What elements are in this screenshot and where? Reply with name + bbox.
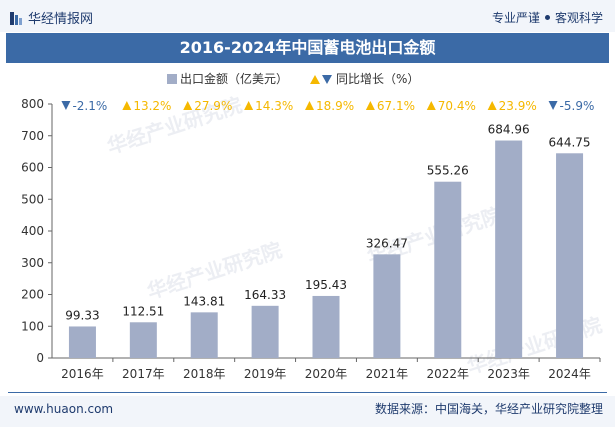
y-tick-label-3: 300 xyxy=(21,256,44,270)
footer-source: 数据来源：中国海关，华经产业研究院整理 xyxy=(374,402,603,416)
x-tick-label-1: 2017年 xyxy=(122,367,165,381)
bar-4 xyxy=(312,295,340,358)
y-tick-label-0: 0 xyxy=(36,351,44,365)
y-tick-label-1: 100 xyxy=(21,319,44,333)
bar-value-label-6: 555.26 xyxy=(427,164,469,178)
bar-value-label-1: 112.51 xyxy=(122,304,164,318)
top-bar: 华经情报网 专业严谨 客观科学 xyxy=(0,0,615,32)
logo-icon xyxy=(10,12,22,25)
x-tick-label-0: 2016年 xyxy=(61,367,104,381)
x-tick-label-4: 2020年 xyxy=(305,367,348,381)
tagline: 专业严谨 客观科学 xyxy=(492,9,603,26)
dot-icon xyxy=(544,15,550,20)
growth-up-triangle-icon-2 xyxy=(183,101,193,110)
legend-down-triangle-icon xyxy=(322,75,332,84)
y-tick-label-6: 600 xyxy=(21,161,44,175)
growth-up-triangle-icon-3 xyxy=(244,101,254,110)
growth-label-7: 23.9% xyxy=(499,99,537,113)
bar-chart: 华经产业研究院华经产业研究院华经产业研究院华经产业研究院出口金额（亿美元）同比增… xyxy=(21,71,605,381)
x-tick-label-5: 2021年 xyxy=(366,367,409,381)
footer-url: www.huaon.com xyxy=(14,402,114,416)
legend-label-growth: 同比增长（%） xyxy=(336,72,419,86)
bar-value-label-8: 644.75 xyxy=(549,135,591,149)
legend-up-triangle-icon xyxy=(310,75,320,84)
bar-6 xyxy=(434,181,462,358)
bar-value-label-5: 326.47 xyxy=(366,236,408,250)
growth-label-3: 14.3% xyxy=(255,99,293,113)
brand: 华经情报网 xyxy=(10,8,93,27)
bar-value-label-0: 99.33 xyxy=(65,308,99,322)
bar-0 xyxy=(68,326,96,358)
bar-7 xyxy=(495,140,523,358)
bar-1 xyxy=(129,322,157,358)
bar-2 xyxy=(190,312,218,358)
brand-name: 华经情报网 xyxy=(28,12,94,27)
bar-value-label-7: 684.96 xyxy=(488,123,530,137)
footer: www.huaon.com 数据来源：中国海关，华经产业研究院整理 xyxy=(0,396,615,427)
bar-8 xyxy=(556,153,584,358)
bar-value-label-3: 164.33 xyxy=(244,288,286,302)
tagline-left: 专业严谨 xyxy=(491,11,540,25)
bar-5 xyxy=(373,254,401,358)
x-tick-label-7: 2023年 xyxy=(487,367,530,381)
growth-up-triangle-icon-1 xyxy=(122,101,132,110)
growth-label-8: -5.9% xyxy=(560,99,595,113)
growth-label-6: 70.4% xyxy=(438,99,476,113)
y-tick-label-4: 400 xyxy=(21,224,44,238)
footer-divider xyxy=(8,392,607,393)
growth-up-triangle-icon-4 xyxy=(305,101,314,110)
bar-value-label-4: 195.43 xyxy=(305,278,347,292)
y-tick-label-5: 500 xyxy=(21,192,44,206)
growth-label-4: 18.9% xyxy=(316,99,354,113)
growth-label-1: 13.2% xyxy=(133,99,171,113)
y-tick-label-8: 800 xyxy=(21,97,44,111)
x-tick-label-2: 2018年 xyxy=(183,367,226,381)
growth-down-triangle-icon-0 xyxy=(61,101,71,110)
x-tick-label-6: 2022年 xyxy=(427,367,470,381)
legend-swatch xyxy=(167,74,177,84)
bar-3 xyxy=(251,305,279,358)
chart-title: 2016-2024年中国蓄电池出口金额 xyxy=(6,33,609,63)
y-tick-label-2: 200 xyxy=(21,288,44,302)
x-tick-label-3: 2019年 xyxy=(244,367,287,381)
y-tick-label-7: 700 xyxy=(21,129,44,143)
growth-label-5: 67.1% xyxy=(377,99,415,113)
growth-up-triangle-icon-6 xyxy=(426,101,436,110)
growth-up-triangle-icon-7 xyxy=(487,101,497,110)
growth-up-triangle-icon-5 xyxy=(365,101,375,110)
growth-down-triangle-icon-8 xyxy=(548,101,558,110)
legend-label-amount: 出口金额（亿美元） xyxy=(180,71,288,86)
tagline-right: 客观科学 xyxy=(554,11,603,25)
bar-value-label-2: 143.81 xyxy=(183,294,225,308)
growth-label-2: 27.9% xyxy=(194,99,232,113)
growth-label-0: -2.1% xyxy=(72,99,107,113)
x-tick-label-8: 2024年 xyxy=(548,367,591,381)
